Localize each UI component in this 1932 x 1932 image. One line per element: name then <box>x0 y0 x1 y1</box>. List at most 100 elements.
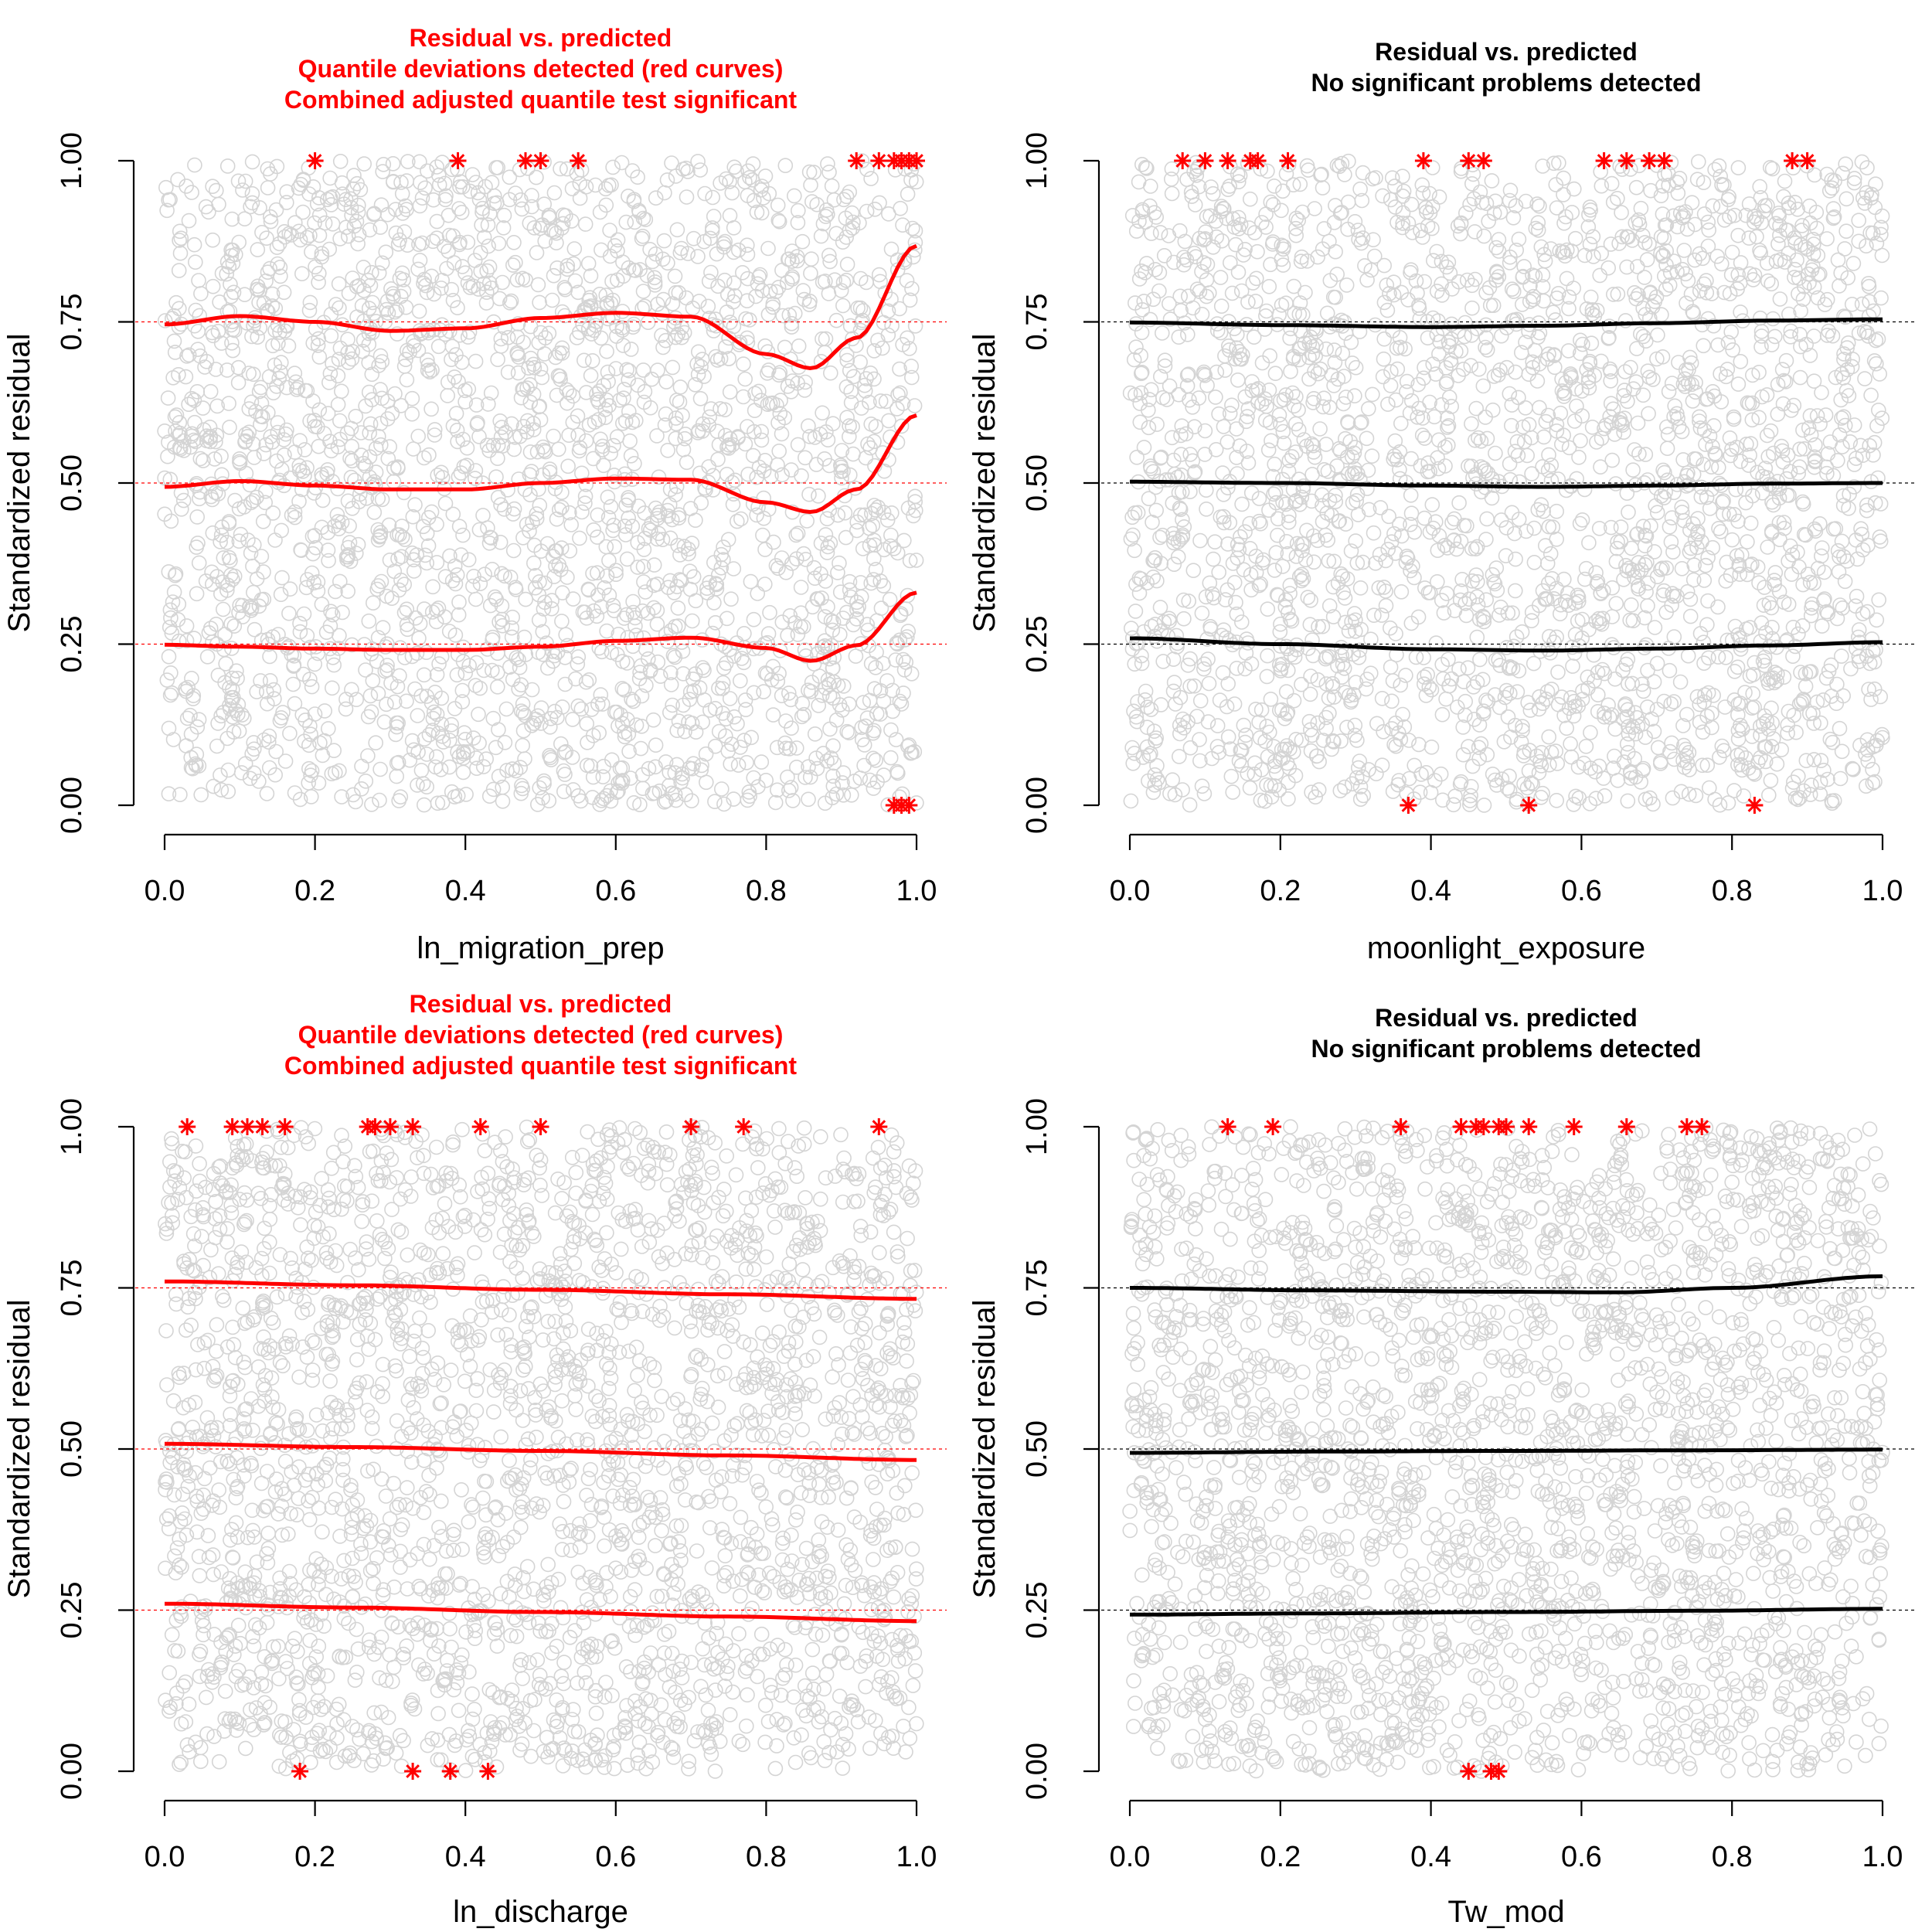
y-tick-label: 0.75 <box>1021 294 1053 351</box>
outlier-bottom-2 <box>1746 797 1764 814</box>
panel-title-line-3: Combined adjusted quantile test signific… <box>284 86 798 114</box>
x-tick-label: 0.2 <box>294 875 335 907</box>
x-tick-label: 0.8 <box>746 1841 787 1873</box>
x-tick-label: 0.6 <box>595 875 636 907</box>
x-tick-label: 1.0 <box>896 1841 937 1873</box>
residual-scatter-cloud <box>1122 153 1890 813</box>
outlier-top-5 <box>1279 152 1297 169</box>
y-tick-label: 0.00 <box>56 1743 88 1800</box>
x-tick-label: 1.0 <box>1862 875 1903 907</box>
x-tick-label: 0.4 <box>1410 875 1451 907</box>
scatter-points <box>157 153 924 813</box>
outlier-top-4 <box>276 1118 294 1135</box>
quantile-curve-0.25 <box>165 1601 917 1624</box>
outlier-top-0 <box>1219 1118 1236 1135</box>
x-tick-label: 0.8 <box>1712 875 1753 907</box>
outlier-top-1 <box>1196 152 1214 169</box>
outlier-bottom-0 <box>1460 1763 1478 1780</box>
outlier-top-7 <box>1460 152 1478 169</box>
y-axis-label: Standardized residual <box>968 334 1002 633</box>
outlier-top-2 <box>517 152 534 169</box>
quantile-curve-0.5 <box>1130 479 1883 489</box>
residual-scatter-cloud <box>1122 1119 1890 1779</box>
x-tick-label: 0.8 <box>1712 1841 1753 1873</box>
outlier-top-10 <box>908 152 925 169</box>
x-axis-label: Tw_mod <box>1447 1895 1564 1929</box>
scatter-points <box>158 1119 924 1779</box>
residual-scatter-cloud <box>158 1119 924 1779</box>
x-tick-label: 0.0 <box>1110 1841 1151 1873</box>
quantile-curve-0.25 <box>164 590 917 663</box>
outlier-bottom-0 <box>291 1763 309 1780</box>
y-axis-label: Standardized residual <box>2 334 36 633</box>
outlier-top-1 <box>449 152 467 169</box>
x-tick-label: 0.4 <box>1410 1841 1451 1873</box>
outlier-top-4 <box>1249 152 1267 169</box>
x-axis-label: moonlight_exposure <box>1367 931 1645 965</box>
panel-4: 0.0 0.2 0.4 0.6 0.8 1.0 0.00 0.25 0.50 0.75 1.00 Tw… <box>968 1004 1917 1929</box>
x-tick-label: 0.6 <box>1561 875 1602 907</box>
outlier-bottom-1 <box>1520 797 1538 814</box>
y-axis-label: Standardized residual <box>968 1300 1002 1599</box>
outlier-top-12 <box>735 1118 753 1135</box>
outlier-top-13 <box>870 1118 888 1135</box>
y-tick-label: 0.75 <box>1021 1260 1053 1317</box>
outlier-top-6 <box>366 1118 384 1135</box>
outlier-top-9 <box>471 1118 489 1135</box>
panel-title-line-3: Combined adjusted quantile test signific… <box>284 1052 798 1080</box>
outlier-top-11 <box>1678 1118 1696 1135</box>
outlier-top-7 <box>381 1118 399 1135</box>
panel-title-line-2: No significant problems detected <box>1311 1035 1702 1063</box>
y-tick-label: 0.25 <box>56 616 88 673</box>
x-tick-label: 0.0 <box>1110 875 1151 907</box>
panel-2: 0.0 0.2 0.4 0.6 0.8 1.0 0.00 0.25 0.50 0.75 1.00 mo… <box>968 38 1917 965</box>
y-tick-label: 0.25 <box>56 1582 88 1639</box>
quantile-curve-0.5 <box>165 1441 917 1462</box>
quantile-curve-0.75 <box>165 1279 917 1301</box>
quantile-curve-0.5 <box>1130 1447 1883 1455</box>
x-tick-label: 0.2 <box>1260 875 1301 907</box>
outlier-top-10 <box>532 1118 549 1135</box>
x-tick-label: 1.0 <box>896 875 937 907</box>
x-tick-label: 0.6 <box>595 1841 636 1873</box>
outlier-top-5 <box>848 152 866 169</box>
outlier-top-1 <box>223 1118 241 1135</box>
outlier-top-12 <box>1655 152 1673 169</box>
outlier-top-8 <box>1475 152 1492 169</box>
outlier-top-10 <box>1617 1118 1635 1135</box>
outlier-top-10 <box>1617 152 1635 169</box>
panel-title-line-1: Residual vs. predicted <box>1375 1004 1638 1032</box>
y-tick-label: 0.50 <box>56 454 88 512</box>
y-tick-label: 0.00 <box>56 777 88 834</box>
quantile-curve-0.25 <box>1130 636 1883 653</box>
y-axis-label: Standardized residual <box>2 1300 36 1599</box>
panel-title-line-1: Residual vs. predicted <box>410 990 672 1018</box>
outlier-top-0 <box>179 1118 196 1135</box>
y-tick-label: 0.25 <box>1021 616 1053 673</box>
outlier-bottom-3 <box>479 1763 497 1780</box>
outlier-top-11 <box>1641 152 1658 169</box>
quantile-curve-0.25 <box>1130 1607 1883 1617</box>
panel-title-line-2: No significant problems detected <box>1311 69 1702 97</box>
x-tick-label: 0.2 <box>1260 1841 1301 1873</box>
outlier-top-14 <box>1798 152 1816 169</box>
outlier-top-9 <box>1595 152 1613 169</box>
outlier-top-4 <box>570 152 587 169</box>
quantile-curve-0.75 <box>164 243 918 371</box>
outlier-top-0 <box>1174 152 1192 169</box>
scatter-points <box>1122 153 1890 813</box>
x-axis-label: ln_migration_prep <box>417 931 664 965</box>
outlier-top-11 <box>682 1118 700 1135</box>
y-tick-label: 1.00 <box>1021 1098 1053 1155</box>
y-tick-label: 0.00 <box>1021 777 1053 834</box>
outlier-top-13 <box>1784 152 1801 169</box>
outlier-bottom-2 <box>1490 1763 1508 1780</box>
outlier-bottom-2 <box>900 797 918 814</box>
residual-scatter-cloud <box>157 153 924 813</box>
panel-title-line-1: Residual vs. predicted <box>410 24 672 52</box>
x-tick-label: 1.0 <box>1862 1841 1903 1873</box>
outlier-top-7 <box>1498 1118 1515 1135</box>
outlier-bottom-1 <box>404 1763 422 1780</box>
y-tick-label: 1.00 <box>56 1098 88 1155</box>
